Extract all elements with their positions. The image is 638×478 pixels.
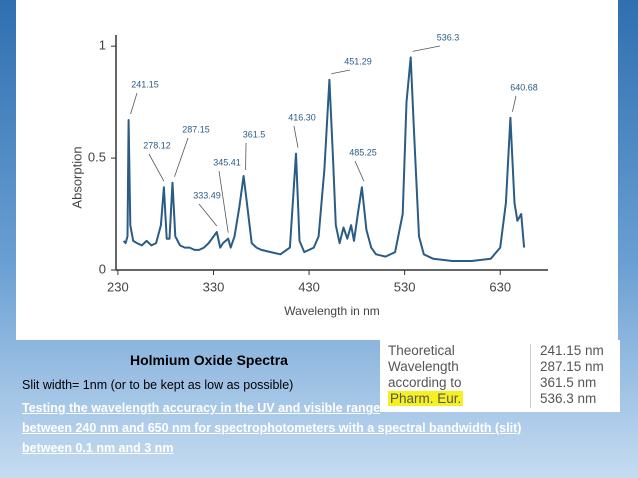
leader-line bbox=[198, 203, 218, 227]
leader-line bbox=[354, 160, 365, 182]
table-cell: 361.5 nm bbox=[540, 375, 597, 390]
peak-label: 333.49 bbox=[193, 190, 221, 200]
table-cell: Wavelength bbox=[388, 359, 459, 374]
x-axis-label: Wavelength in nm bbox=[284, 304, 380, 318]
leader-line bbox=[130, 92, 138, 115]
leader-line bbox=[148, 153, 165, 182]
peak-label: 416.30 bbox=[288, 112, 316, 122]
text-line: between 240 nm and 650 nm for spectropho… bbox=[22, 421, 522, 435]
spectrum-line bbox=[122, 56, 526, 262]
x-tick-label: 330 bbox=[203, 279, 225, 294]
peak-label: 451.29 bbox=[344, 56, 372, 66]
y-tick-label: 1 bbox=[99, 38, 106, 53]
text-line: between 0.1 nm and 3 nm bbox=[22, 441, 174, 455]
x-tick-label: 230 bbox=[107, 279, 129, 294]
leader-line bbox=[412, 45, 441, 52]
table-cell: according to bbox=[388, 375, 462, 390]
table-cell: Pharm. Eur. bbox=[388, 391, 464, 406]
peak-label: 287.15 bbox=[182, 124, 210, 134]
peak-label: 278.12 bbox=[143, 140, 171, 150]
slide-title: Holmium Oxide Spectra bbox=[130, 352, 288, 368]
leader-line bbox=[512, 95, 517, 112]
leader-line bbox=[174, 137, 189, 177]
table-cell: 536.3 nm bbox=[540, 391, 597, 406]
y-tick-label: 0.5 bbox=[88, 150, 106, 165]
peak-label: 640.68 bbox=[510, 82, 538, 92]
peak-label: 345.41 bbox=[213, 157, 241, 167]
peak-label: 485.25 bbox=[349, 147, 377, 157]
x-tick-label: 630 bbox=[489, 279, 511, 294]
leader-line bbox=[293, 125, 299, 148]
y-tick-label: 0 bbox=[99, 261, 106, 276]
text-line: Testing the wavelength accuracy in the U… bbox=[22, 401, 381, 415]
table: Theoretical Wavelength according to Phar… bbox=[380, 340, 620, 412]
peak-label: 361.5 bbox=[243, 129, 266, 139]
table-cell: Theoretical bbox=[388, 343, 455, 358]
table-cell: 241.15 nm bbox=[540, 343, 604, 358]
x-tick-label: 430 bbox=[298, 279, 320, 294]
chart-panel: 230 330 430 530 630 0 0.5 1 Wavelength in nm Abso… bbox=[16, 0, 618, 340]
y-axis-label: Absorption bbox=[69, 146, 84, 208]
separator bbox=[530, 344, 531, 408]
chart: 230 330 430 530 630 0 0.5 1 Wavelength in nm Abso… bbox=[69, 32, 548, 318]
text-line: Slit width= 1nm (or to be kept as low as… bbox=[22, 378, 294, 392]
leader-line bbox=[331, 69, 351, 75]
peak-label: 241.15 bbox=[131, 79, 159, 89]
peak-label: 536.3 bbox=[437, 32, 460, 42]
x-tick-label: 530 bbox=[394, 279, 416, 294]
leader-line bbox=[218, 170, 229, 233]
table-cell: 287.15 nm bbox=[540, 359, 604, 374]
